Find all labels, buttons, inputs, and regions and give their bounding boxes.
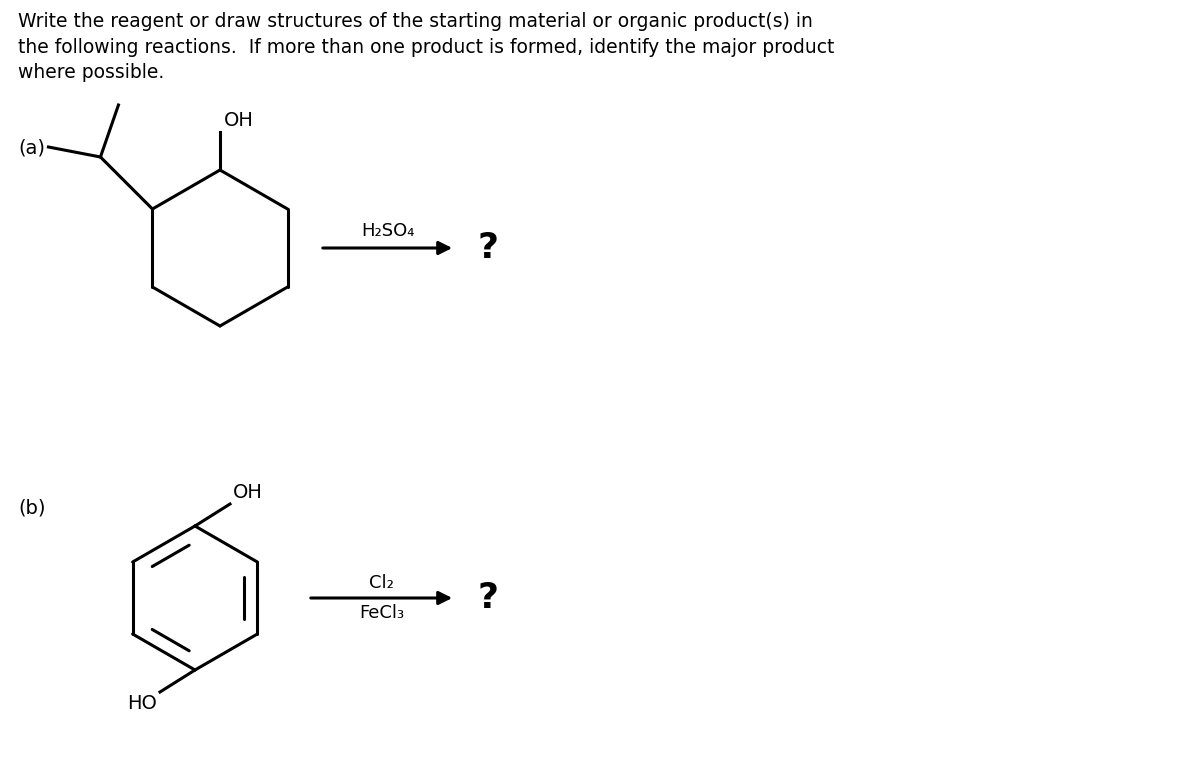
Text: (a): (a) bbox=[18, 138, 46, 157]
Text: FeCl₃: FeCl₃ bbox=[359, 604, 404, 622]
Text: ?: ? bbox=[478, 231, 499, 265]
Text: OH: OH bbox=[233, 483, 263, 502]
Text: Cl₂: Cl₂ bbox=[370, 574, 394, 592]
Text: (b): (b) bbox=[18, 498, 46, 517]
Text: H₂SO₄: H₂SO₄ bbox=[361, 222, 414, 240]
Text: ?: ? bbox=[478, 581, 499, 615]
Text: Write the reagent or draw structures of the starting material or organic product: Write the reagent or draw structures of … bbox=[18, 12, 834, 83]
Text: OH: OH bbox=[224, 111, 254, 130]
Text: HO: HO bbox=[127, 694, 157, 713]
